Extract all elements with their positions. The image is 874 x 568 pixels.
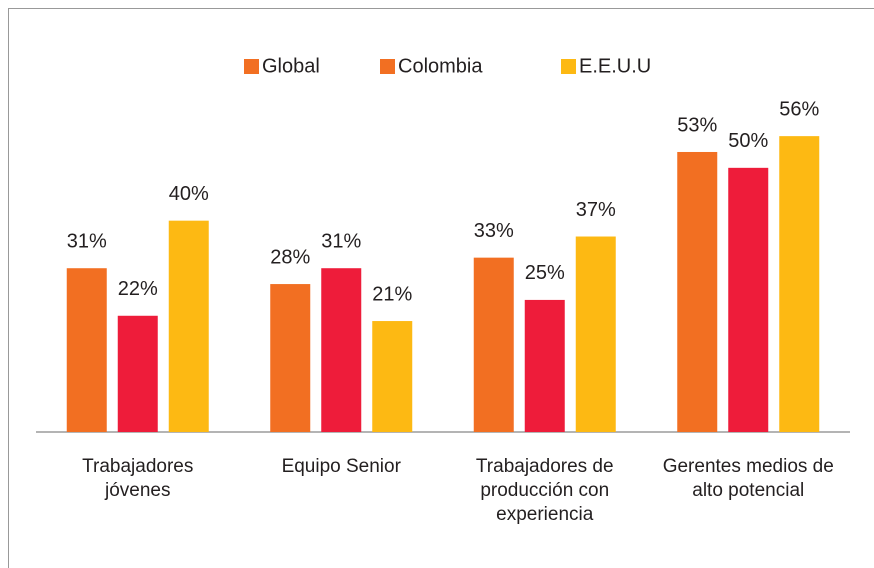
legend-label: Colombia (398, 55, 483, 77)
data-label: 22% (118, 278, 158, 300)
x-tick-label: Trabajadores jóvenes (82, 456, 194, 501)
data-label: 50% (728, 130, 768, 152)
data-label: 53% (677, 114, 717, 136)
bar (168, 220, 209, 432)
data-label: 40% (169, 183, 209, 205)
bar (728, 167, 769, 433)
x-tick-label: Trabajadores de producción con experienc… (475, 456, 614, 525)
bar (779, 136, 820, 432)
bar (372, 321, 413, 432)
data-label: 56% (779, 98, 819, 120)
bar (270, 284, 311, 432)
legend-label: Global (262, 55, 320, 77)
bar (524, 299, 565, 432)
x-tick-label: Gerentes medios de alto potencial (662, 456, 834, 501)
bar (321, 268, 362, 432)
bar (473, 257, 514, 432)
bar (117, 315, 158, 432)
data-label: 28% (270, 246, 310, 268)
data-label: 33% (474, 220, 514, 242)
frame (8, 8, 874, 568)
data-label: 25% (525, 262, 565, 284)
legend-swatch (561, 59, 576, 74)
data-label: 37% (576, 199, 616, 221)
bar (677, 151, 718, 432)
bar (575, 236, 616, 432)
bar (66, 268, 107, 432)
data-label: 31% (321, 230, 361, 252)
legend-label: E.E.U.U (579, 55, 651, 77)
x-tick-label: Equipo Senior (281, 456, 401, 477)
data-label: 21% (372, 283, 412, 305)
data-label: 31% (67, 230, 107, 252)
legend-swatch (380, 59, 395, 74)
legend-swatch (244, 59, 259, 74)
